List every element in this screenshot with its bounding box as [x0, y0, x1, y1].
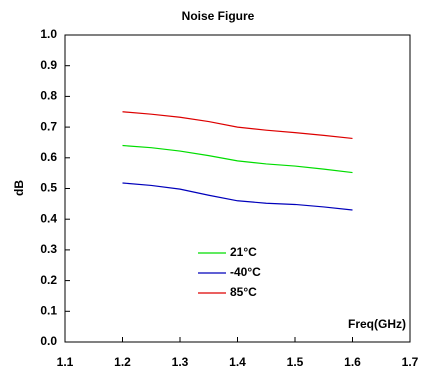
- x-tick-label: 1.4: [229, 355, 246, 369]
- x-tick-label: 1.2: [114, 355, 131, 369]
- y-tick-label: 0.9: [40, 58, 57, 72]
- x-tick-label: 1.6: [344, 355, 361, 369]
- legend-label: 21°C: [230, 245, 257, 259]
- y-tick-label: 0.7: [40, 119, 57, 133]
- series-line: [122, 182, 353, 211]
- y-tick-label: 0.8: [40, 89, 57, 103]
- y-tick-label: 0.1: [40, 303, 57, 317]
- x-tick-label: 1.1: [57, 355, 74, 369]
- x-tick-label: 1.5: [287, 355, 304, 369]
- y-tick-label: 0.0: [40, 334, 57, 348]
- x-tick-label: 1.7: [402, 355, 419, 369]
- chart-title: Noise Figure: [182, 9, 255, 23]
- legend-label: -40°C: [230, 265, 261, 279]
- legend-label: 85°C: [230, 285, 257, 299]
- series-line: [122, 144, 353, 174]
- y-tick-label: 0.2: [40, 273, 57, 287]
- series-line: [122, 111, 353, 140]
- x-tick-label: 1.3: [172, 355, 189, 369]
- y-axis-label: dB: [12, 180, 26, 196]
- y-tick-label: 0.4: [40, 211, 57, 225]
- y-tick-label: 0.3: [40, 242, 57, 256]
- y-tick-label: 0.5: [40, 181, 57, 195]
- y-tick-label: 1.0: [40, 27, 57, 41]
- y-tick-label: 0.6: [40, 150, 57, 164]
- x-axis-label: Freq(GHz): [348, 317, 406, 331]
